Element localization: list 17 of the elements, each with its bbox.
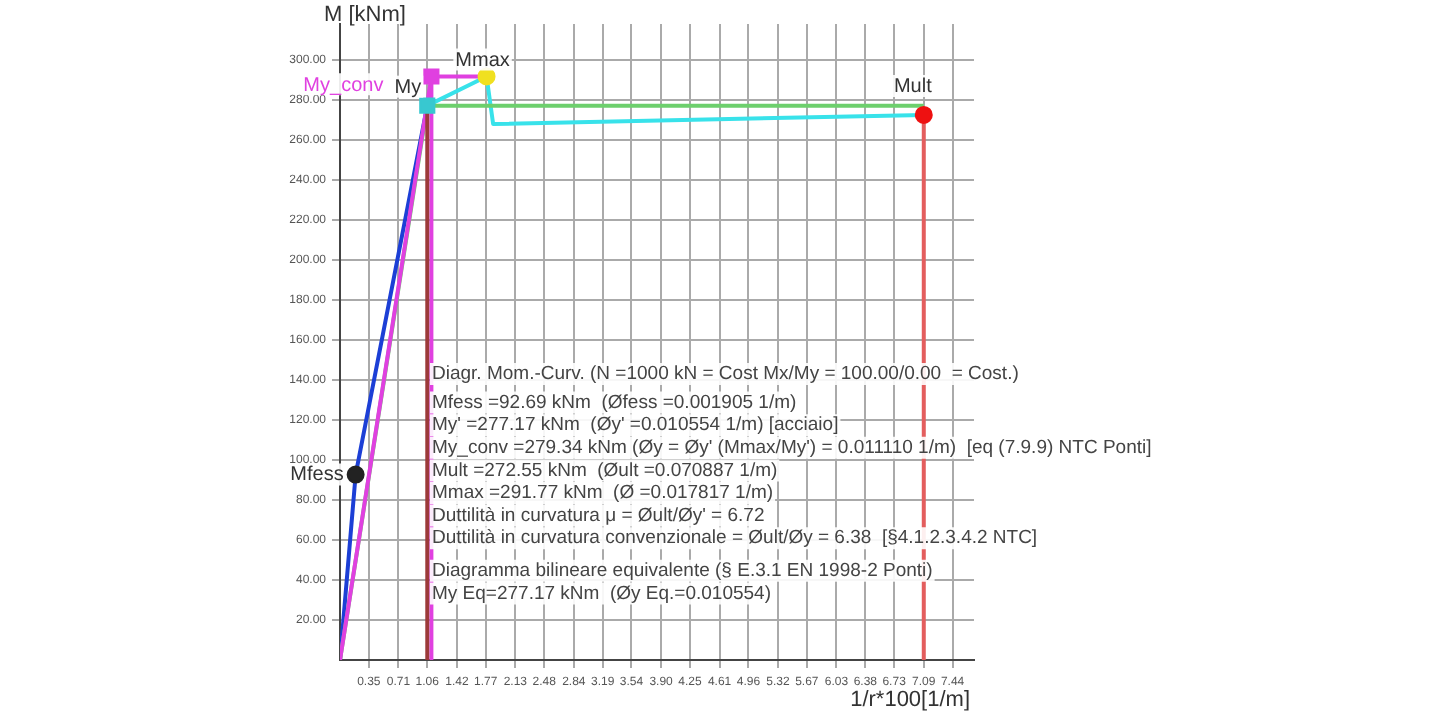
annotation: My Eq=277.17 kNm (Øy Eq.=0.010554) [432,582,772,605]
annotation: Diagr. Mom.-Curv. (N =1000 kN = Cost Mx/My = 100.00/0.00 = Cost.) [432,363,1019,386]
annotation: My_conv =279.34 kNm (Øy = Øy' (Mmax/My') = 0.011110 1/m) [eq (7.9.9) NTC Ponti] [432,437,1152,460]
annotation: Diagramma bilineare equivalente (§ E.3.1 EN 1998-2 Ponti) [432,560,933,583]
annotation: Duttilità in curvatura μ = Øult/Øy' = 6.72 [432,504,765,527]
annotation: Mmax =291.77 kNm (Ø =0.017817 1/m) [432,482,774,505]
annotation: Mmax [455,49,510,72]
annotation: Mfess =92.69 kNm (Øfess =0.001905 1/m) [432,391,797,414]
annotation: Mult [893,76,933,99]
y-axis-title: M [kNm] [324,3,406,28]
annotation: My_conv [303,74,384,97]
annotation: Mfess [290,464,344,487]
annotation: Mult =272.55 kNm (Øult =0.070887 1/m) [432,459,778,482]
x-axis-title: 1/r*100[1/m] [850,688,970,712]
annotation: Duttilità in curvatura convenzionale = Øult/Øy = 6.38 [§4.1.2.3.4.2 NTC] [432,527,1038,550]
annotation: My' =277.17 kNm (Øy' =0.010554 1/m) [acciaio] [432,414,839,437]
annotation: My [394,77,422,100]
